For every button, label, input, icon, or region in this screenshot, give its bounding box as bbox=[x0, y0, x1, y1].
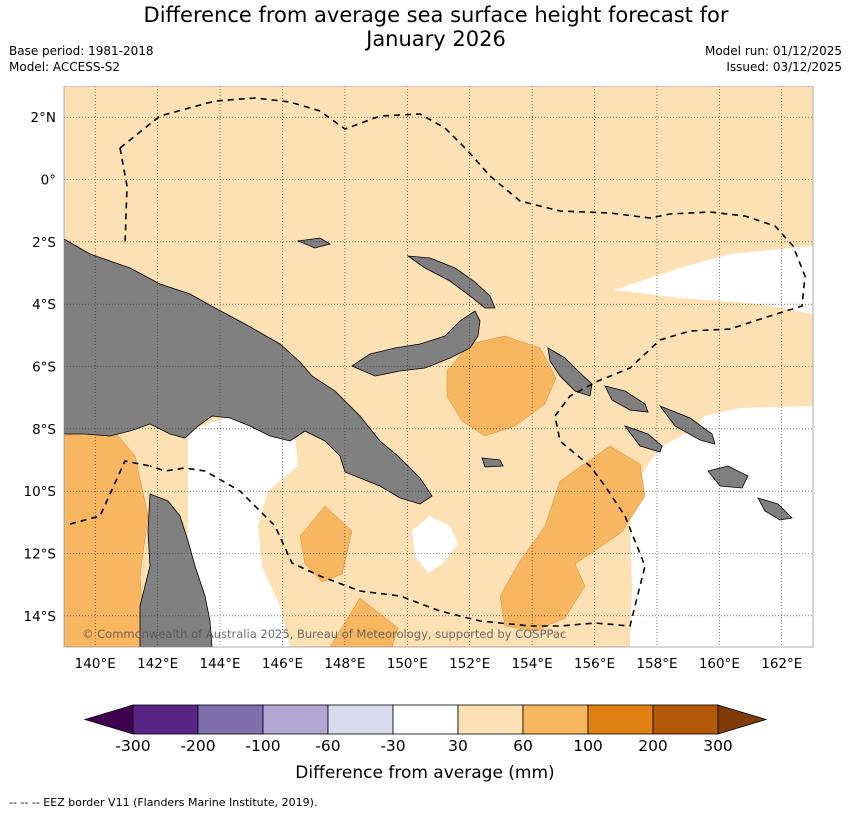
colorbar-cell bbox=[327, 704, 394, 735]
lon-tick-label: 142°E bbox=[137, 656, 178, 672]
solomons-land-1 bbox=[604, 385, 649, 413]
colorbar-tick: 60 bbox=[513, 737, 533, 755]
colorbar-tick: -60 bbox=[315, 737, 340, 755]
lon-tick-label: 158°E bbox=[636, 656, 677, 672]
anomaly-neutral-coral-sea bbox=[188, 416, 298, 647]
cape-york-land bbox=[139, 493, 213, 647]
colorbar-tick: 200 bbox=[638, 737, 668, 755]
new-britain-land bbox=[351, 310, 481, 377]
meta-right: Model run: 01/12/2025 Issued: 03/12/2025 bbox=[705, 43, 842, 75]
model-name: Model: ACCESS-S2 bbox=[9, 60, 121, 74]
colorbar-cell bbox=[587, 704, 654, 735]
lat-tick-label: 2°S bbox=[32, 235, 56, 251]
lon-tick-label: 148°E bbox=[324, 656, 365, 672]
colorbar-cell bbox=[522, 704, 589, 735]
new-guinea-land bbox=[64, 238, 433, 505]
solomons-land-3 bbox=[623, 425, 663, 453]
colorbar-tick: 100 bbox=[573, 737, 603, 755]
lat-tick-label: 6°S bbox=[32, 360, 56, 376]
lon-tick-label: 156°E bbox=[574, 656, 615, 672]
colorbar-tick: 300 bbox=[703, 737, 733, 755]
vanuatu-land-2 bbox=[757, 497, 793, 521]
colorbar-cells bbox=[83, 704, 768, 735]
copyright-text: © Commonwealth of Australia 2025, Bureau… bbox=[82, 627, 566, 641]
base-period: Base period: 1981-2018 bbox=[9, 44, 154, 58]
lat-tick-label: 4°S bbox=[32, 297, 56, 313]
lat-tick-label: 8°S bbox=[32, 422, 56, 438]
lat-tick-label: 0° bbox=[41, 173, 56, 189]
anomaly-60-100-south bbox=[329, 597, 399, 647]
anomaly-neutral-small bbox=[412, 516, 458, 573]
colorbar-cell bbox=[262, 704, 329, 735]
anomaly-60-100-solomon bbox=[446, 335, 557, 437]
lon-tick-label: 146°E bbox=[262, 656, 303, 672]
colorbar: -300 -200 -100 -60 -30 30 60 100 200 300 Differen… bbox=[0, 700, 850, 790]
colorbar-cell bbox=[457, 704, 524, 735]
lon-tick-label: 154°E bbox=[512, 656, 553, 672]
lon-tick-labels: 140°E 142°E 144°E 146°E 148°E 150°E 152°E 154°E… bbox=[75, 656, 803, 672]
lat-tick-label: 10°S bbox=[24, 484, 57, 500]
anomaly-neutral-east bbox=[614, 246, 813, 314]
anomaly-60-100-west bbox=[299, 505, 353, 583]
colorbar-extend-high bbox=[717, 704, 768, 735]
lat-tick-label: 14°S bbox=[24, 609, 57, 625]
map-panel: © Commonwealth of Australia 2025, Bureau… bbox=[0, 85, 850, 676]
colorbar-tick: 30 bbox=[448, 737, 468, 755]
colorbar-extend-low bbox=[83, 704, 134, 735]
issued-date: Issued: 03/12/2025 bbox=[726, 60, 842, 74]
lon-tick-label: 152°E bbox=[449, 656, 490, 672]
lon-tick-label: 162°E bbox=[761, 656, 802, 672]
lat-tick-labels: 2°N 0° 2°S 4°S 6°S 8°S 10°S 12°S 14°S bbox=[24, 110, 57, 625]
colorbar-cell bbox=[197, 704, 264, 735]
manus-land bbox=[296, 237, 332, 249]
colorbar-tick-labels: -300 -200 -100 -60 -30 30 60 100 200 300 bbox=[115, 737, 732, 755]
colorbar-label: Difference from average (mm) bbox=[295, 763, 554, 783]
meta-left: Base period: 1981-2018 Model: ACCESS-S2 bbox=[9, 43, 154, 75]
colorbar-tick: -200 bbox=[180, 737, 215, 755]
colorbar-svg: -300 -200 -100 -60 -30 30 60 100 200 300 Differen… bbox=[83, 704, 768, 783]
map-title: Difference from average sea surface heig… bbox=[143, 3, 729, 51]
colorbar-cell bbox=[652, 704, 719, 735]
new-ireland-land bbox=[406, 255, 496, 309]
colorbar-tick: -30 bbox=[380, 737, 405, 755]
lon-tick-label: 140°E bbox=[75, 656, 116, 672]
lon-tick-label: 160°E bbox=[699, 656, 740, 672]
colorbar-tick: -100 bbox=[245, 737, 280, 755]
louisiade-land bbox=[481, 457, 504, 468]
colorbar-cell bbox=[392, 704, 459, 735]
vanuatu-land-1 bbox=[707, 465, 749, 489]
lon-tick-label: 144°E bbox=[200, 656, 241, 672]
lat-tick-label: 12°S bbox=[24, 547, 57, 563]
colorbar-cell bbox=[132, 704, 199, 735]
anomaly-60-100-gulf bbox=[64, 425, 149, 647]
model-run: Model run: 01/12/2025 bbox=[704, 44, 842, 58]
eez-footnote: -- -- -- EEZ border V11 (Flanders Marine… bbox=[9, 796, 318, 809]
solomons-land-2 bbox=[658, 405, 716, 445]
lat-tick-label: 2°N bbox=[31, 110, 56, 126]
graticule bbox=[64, 86, 813, 647]
eez-border bbox=[69, 97, 806, 627]
lon-tick-label: 150°E bbox=[387, 656, 428, 672]
anomaly-neutral-southeast bbox=[630, 406, 813, 647]
map-frame bbox=[63, 85, 814, 648]
map-svg: © Commonwealth of Australia 2025, Bureau… bbox=[24, 85, 814, 672]
colorbar-tick: -300 bbox=[115, 737, 150, 755]
bougainville-land bbox=[547, 347, 593, 397]
